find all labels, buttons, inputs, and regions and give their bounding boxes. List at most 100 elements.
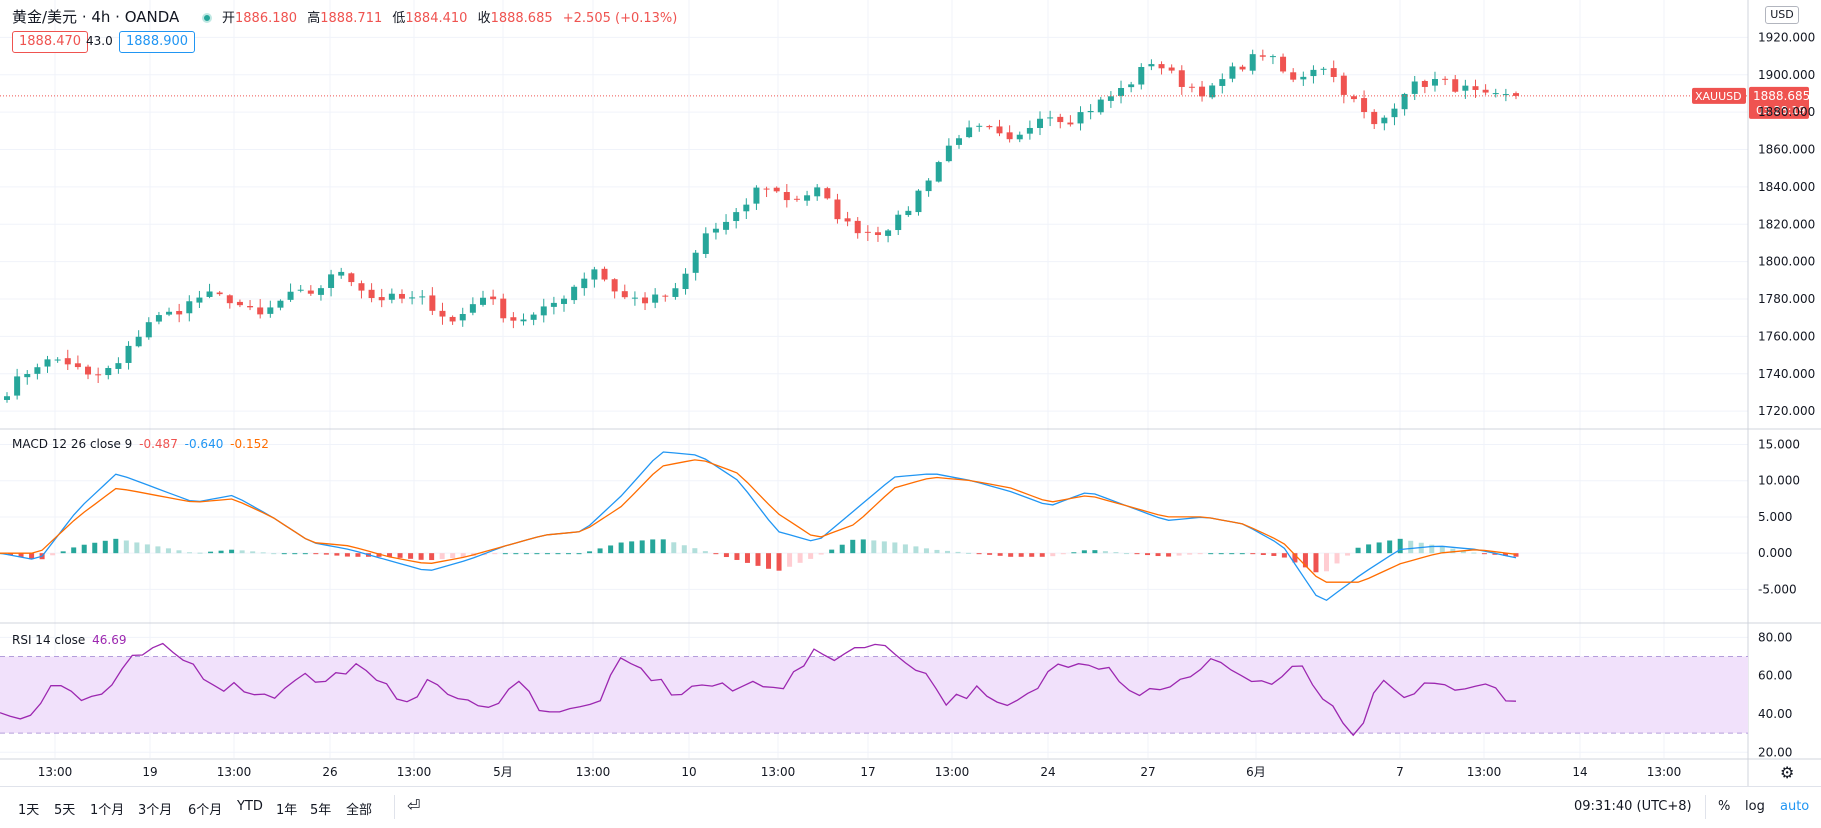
candle bbox=[449, 315, 456, 325]
macd-hist-bar bbox=[650, 539, 656, 554]
price-axis-label: 1880.000 bbox=[1758, 105, 1815, 119]
price-axis-label: 1820.000 bbox=[1758, 217, 1815, 231]
macd-hist-bar bbox=[723, 553, 729, 558]
candle-body bbox=[277, 300, 284, 308]
macd-hist-bar bbox=[429, 553, 435, 561]
candle bbox=[1209, 82, 1216, 100]
macd-hist-bar bbox=[1408, 540, 1414, 554]
candle-body bbox=[216, 292, 223, 295]
candle-body bbox=[1138, 67, 1145, 85]
candle-body bbox=[1016, 134, 1023, 140]
candle bbox=[844, 211, 851, 227]
percent-toggle[interactable]: % bbox=[1718, 799, 1731, 814]
candle bbox=[490, 289, 497, 305]
open-value: 1886.180 bbox=[235, 11, 298, 26]
candle bbox=[125, 341, 132, 370]
macd-hist-bar bbox=[355, 553, 361, 557]
candle-body bbox=[1026, 127, 1033, 134]
candle-body bbox=[662, 295, 669, 297]
candle-body bbox=[1006, 132, 1013, 140]
close-label: 收 bbox=[477, 11, 491, 26]
range-1y-button[interactable]: 1年 bbox=[276, 803, 298, 818]
range-all-button[interactable]: 全部 bbox=[346, 803, 373, 818]
candle bbox=[814, 184, 821, 201]
candle-body bbox=[307, 290, 314, 294]
macd-hist-bar bbox=[292, 553, 298, 555]
candle bbox=[520, 313, 527, 326]
buy-price-button[interactable]: 1888.900 bbox=[119, 31, 196, 53]
range-ytd-button[interactable]: YTD bbox=[237, 799, 263, 814]
macd-hist-bar bbox=[1250, 553, 1256, 555]
candle-body bbox=[1391, 108, 1398, 118]
macd-hist-bar bbox=[523, 553, 529, 555]
settings-gear-icon[interactable]: ⚙ bbox=[1780, 763, 1794, 782]
candle-body bbox=[652, 294, 659, 303]
macd-hist-bar bbox=[734, 553, 740, 560]
rsi-name: RSI 14 close bbox=[12, 633, 86, 647]
candle bbox=[743, 198, 750, 220]
macd-hist-bar bbox=[702, 551, 708, 554]
range-1m-button[interactable]: 1个月 bbox=[90, 803, 125, 818]
macd-hist-bar bbox=[692, 548, 698, 554]
range-5y-button[interactable]: 5年 bbox=[310, 803, 332, 818]
candle-body bbox=[1320, 68, 1327, 70]
candle-body bbox=[844, 218, 851, 222]
price-axis-label: 1900.000 bbox=[1758, 68, 1815, 82]
sell-price-button[interactable]: 1888.470 bbox=[12, 31, 89, 53]
candle bbox=[54, 357, 61, 363]
candle-body bbox=[631, 297, 638, 299]
macd-hist-bar bbox=[1302, 553, 1308, 568]
rsi-title[interactable]: RSI 14 close 46.69 bbox=[12, 633, 130, 647]
candle-body bbox=[1452, 79, 1459, 92]
candle-body bbox=[1330, 68, 1337, 77]
candle-body bbox=[247, 305, 254, 308]
candle-body bbox=[712, 228, 719, 233]
candle-body bbox=[1087, 110, 1094, 113]
range-6m-button[interactable]: 6个月 bbox=[188, 803, 223, 818]
toolbar-divider-right bbox=[1705, 795, 1706, 819]
candle bbox=[14, 368, 21, 400]
range-5d-button[interactable]: 5天 bbox=[54, 803, 76, 818]
low-label: 低 bbox=[392, 11, 406, 26]
macd-hist-bar bbox=[1439, 546, 1445, 554]
range-1d-button[interactable]: 1天 bbox=[18, 803, 40, 818]
macd-line bbox=[0, 451, 1517, 602]
range-3m-button[interactable]: 3个月 bbox=[138, 803, 173, 818]
price-axis-label: 1760.000 bbox=[1758, 329, 1815, 343]
macd-hist-bar bbox=[976, 553, 982, 555]
candle bbox=[621, 284, 628, 300]
candle bbox=[550, 296, 557, 315]
price-axis-label: 1720.000 bbox=[1758, 404, 1815, 418]
macd-hist-bar bbox=[239, 550, 245, 554]
date-range-icon[interactable]: ⏎ bbox=[407, 796, 421, 815]
candle-body bbox=[317, 288, 324, 295]
candle bbox=[1371, 109, 1378, 130]
macd-hist-bar bbox=[1324, 553, 1329, 572]
symbol-title[interactable]: 黄金/美元 · 4h · OANDA bbox=[12, 6, 213, 27]
macd-hist-bar bbox=[755, 553, 761, 566]
auto-toggle[interactable]: auto bbox=[1780, 799, 1810, 814]
time-axis-label: 5月 bbox=[493, 765, 513, 779]
macd-hist-bar bbox=[945, 550, 950, 554]
clock-time[interactable]: 09:31:40 (UTC+8) bbox=[1574, 799, 1692, 814]
candle bbox=[307, 285, 314, 296]
macd-hist-bar bbox=[165, 548, 171, 554]
candle bbox=[267, 300, 274, 318]
macd-hist-bar bbox=[1502, 553, 1508, 556]
macd-title[interactable]: MACD 12 26 close 9 -0.487 -0.640 -0.152 bbox=[12, 437, 272, 451]
candle bbox=[1411, 75, 1418, 101]
macd-hist-bar bbox=[302, 553, 308, 555]
macd-hist-bar bbox=[1366, 544, 1372, 554]
currency-label[interactable]: USD bbox=[1765, 6, 1799, 24]
candle-body bbox=[95, 374, 102, 376]
candle-body bbox=[1037, 118, 1044, 128]
candle bbox=[1158, 61, 1165, 75]
candle-body bbox=[581, 278, 588, 289]
candle-body bbox=[358, 283, 365, 291]
candle bbox=[216, 290, 223, 296]
log-toggle[interactable]: log bbox=[1745, 799, 1765, 814]
time-axis-label: 13:00 bbox=[1467, 765, 1502, 779]
candle bbox=[996, 119, 1003, 137]
candle bbox=[864, 225, 871, 241]
